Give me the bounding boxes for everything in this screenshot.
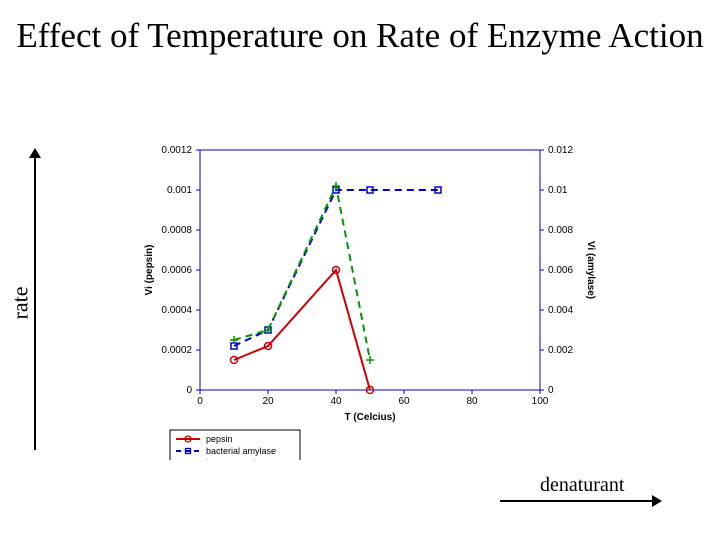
page-title: Effect of Temperature on Rate of Enzyme … bbox=[0, 16, 720, 56]
svg-text:0.0002: 0.0002 bbox=[161, 345, 192, 356]
svg-text:T (Celcius): T (Celcius) bbox=[344, 412, 395, 423]
rate-label: rate bbox=[7, 287, 33, 320]
svg-text:0.002: 0.002 bbox=[548, 345, 573, 356]
rate-axis-annotation: rate bbox=[14, 150, 54, 450]
svg-text:0.0008: 0.0008 bbox=[161, 225, 192, 236]
svg-text:pepsin: pepsin bbox=[206, 434, 233, 444]
svg-text:0.012: 0.012 bbox=[548, 145, 573, 156]
svg-text:0.01: 0.01 bbox=[548, 185, 568, 196]
svg-text:0.001: 0.001 bbox=[167, 185, 192, 196]
svg-text:Vi (amylase): Vi (amylase) bbox=[585, 241, 596, 299]
svg-text:0.008: 0.008 bbox=[548, 225, 573, 236]
svg-text:0: 0 bbox=[186, 385, 192, 396]
arrow-up-icon bbox=[34, 150, 36, 450]
svg-text:80: 80 bbox=[466, 396, 478, 407]
slide: Effect of Temperature on Rate of Enzyme … bbox=[0, 0, 720, 540]
arrow-right-icon bbox=[500, 500, 660, 502]
svg-text:0.004: 0.004 bbox=[548, 305, 573, 316]
svg-text:20: 20 bbox=[262, 396, 274, 407]
svg-text:Vi (pepsin): Vi (pepsin) bbox=[144, 245, 155, 296]
svg-text:0.0012: 0.0012 bbox=[161, 145, 192, 156]
svg-text:60: 60 bbox=[398, 396, 410, 407]
svg-text:human amylase: human amylase bbox=[206, 458, 270, 460]
svg-text:0.0004: 0.0004 bbox=[161, 305, 192, 316]
svg-text:0.006: 0.006 bbox=[548, 265, 573, 276]
denaturant-label: denaturant bbox=[540, 474, 624, 497]
svg-text:0: 0 bbox=[197, 396, 203, 407]
svg-text:bacterial amylase: bacterial amylase bbox=[206, 446, 276, 456]
denaturant-annotation: denaturant bbox=[500, 474, 700, 510]
enzyme-chart: 02040608010000.00020.00040.00060.00080.0… bbox=[130, 140, 600, 460]
svg-text:0.0006: 0.0006 bbox=[161, 265, 192, 276]
svg-text:100: 100 bbox=[532, 396, 549, 407]
svg-text:40: 40 bbox=[330, 396, 342, 407]
svg-text:0: 0 bbox=[548, 385, 554, 396]
